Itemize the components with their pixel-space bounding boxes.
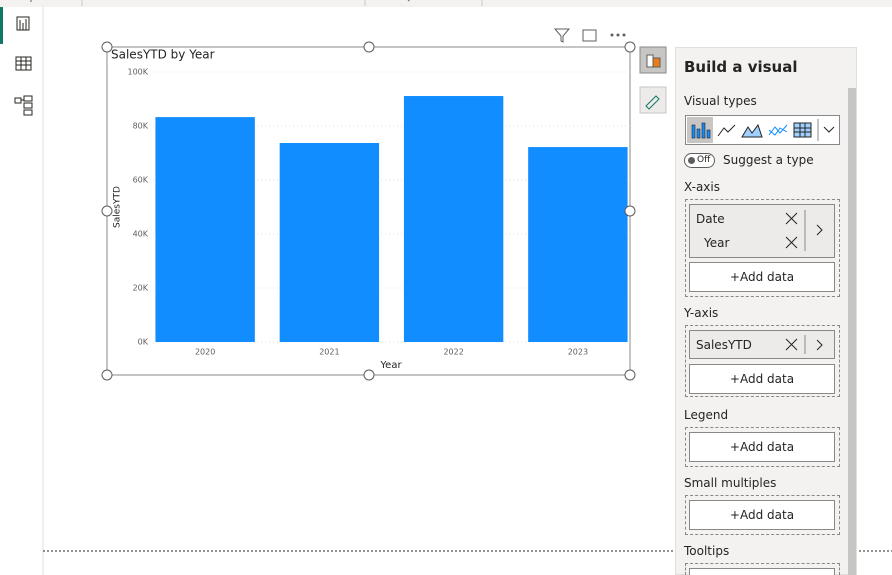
well (685, 427, 840, 467)
y-tick-label: 40K (133, 230, 149, 239)
field-well[interactable] (689, 204, 835, 258)
section-label: Legend (684, 408, 729, 422)
add-data-button[interactable]: +Add data (689, 432, 835, 462)
build-icon (652, 57, 661, 68)
well (685, 563, 840, 575)
expand-types[interactable] (823, 126, 835, 133)
more-icon[interactable] (622, 33, 626, 37)
section-label: Tooltips (684, 544, 730, 558)
section-label: Visual types (684, 94, 757, 108)
suggest-toggle[interactable]: Off (684, 153, 715, 168)
field-well[interactable] (689, 330, 835, 359)
panel-title: Build a visual (684, 58, 798, 76)
format-icon (645, 95, 660, 110)
section-label: Y-axis (684, 306, 719, 320)
visual-types-strip (685, 115, 840, 145)
y-tick-label: 0K (138, 338, 149, 347)
bar (403, 96, 504, 342)
ribbon-group[interactable]: Insert (671, 0, 703, 3)
bar (155, 117, 255, 342)
x-axis-title: Year (379, 360, 402, 371)
well (685, 495, 840, 535)
ribbon-group[interactable]: Clipboard (16, 0, 69, 3)
active-indicator (0, 7, 3, 44)
more-icon[interactable] (616, 33, 620, 37)
section-label: X-axis (684, 180, 720, 194)
toggle-label: Off (697, 155, 711, 165)
line-type[interactable] (717, 124, 736, 137)
field-name: SalesYTD (696, 338, 752, 352)
field-name: Year (704, 236, 730, 250)
y-tick-label: 60K (133, 176, 149, 185)
x-tick-label: 2023 (568, 348, 588, 357)
add-data-button[interactable]: +Add data (689, 262, 835, 292)
y-tick-label: 100K (127, 68, 148, 77)
scrollbar[interactable] (848, 88, 856, 575)
table-type[interactable] (793, 122, 812, 138)
field-name: Date (696, 212, 725, 226)
y-axis-title: SalesYTD (113, 186, 123, 228)
bar (528, 147, 628, 342)
table-view-icon[interactable] (15, 56, 32, 71)
format-visual-button[interactable] (639, 86, 667, 114)
add-data-button[interactable] (689, 568, 835, 575)
x-tick-label: 2020 (195, 348, 215, 357)
ribbon-group[interactable]: Data (211, 0, 237, 3)
area-type[interactable] (741, 123, 763, 138)
chart-title: SalesYTD by Year (111, 48, 215, 62)
report-view-icon[interactable] (16, 16, 30, 31)
y-tick-label: 80K (133, 122, 149, 131)
build-icon (646, 54, 654, 68)
x-tick-label: 2022 (443, 348, 463, 357)
suggest-label: Suggest a type (723, 153, 814, 167)
add-data-button[interactable]: +Add data (689, 364, 835, 394)
well (685, 199, 840, 297)
more-icon[interactable] (610, 33, 614, 37)
bar (279, 143, 380, 342)
ribbon (0, 0, 892, 7)
filter-icon[interactable] (553, 28, 571, 43)
focus-icon[interactable] (582, 29, 597, 42)
well (685, 325, 840, 397)
visual-header (553, 28, 626, 43)
visual-type-icons (687, 117, 835, 143)
combo-type[interactable] (768, 124, 788, 136)
x-tick-label: 2021 (319, 348, 339, 357)
ribbon-group[interactable]: Queries (403, 0, 446, 3)
y-tick-label: 20K (133, 284, 149, 293)
sidebar (0, 7, 43, 575)
section-label: Small multiples (684, 476, 777, 490)
model-view-icon[interactable] (14, 95, 33, 116)
add-data-button[interactable]: +Add data (689, 500, 835, 530)
